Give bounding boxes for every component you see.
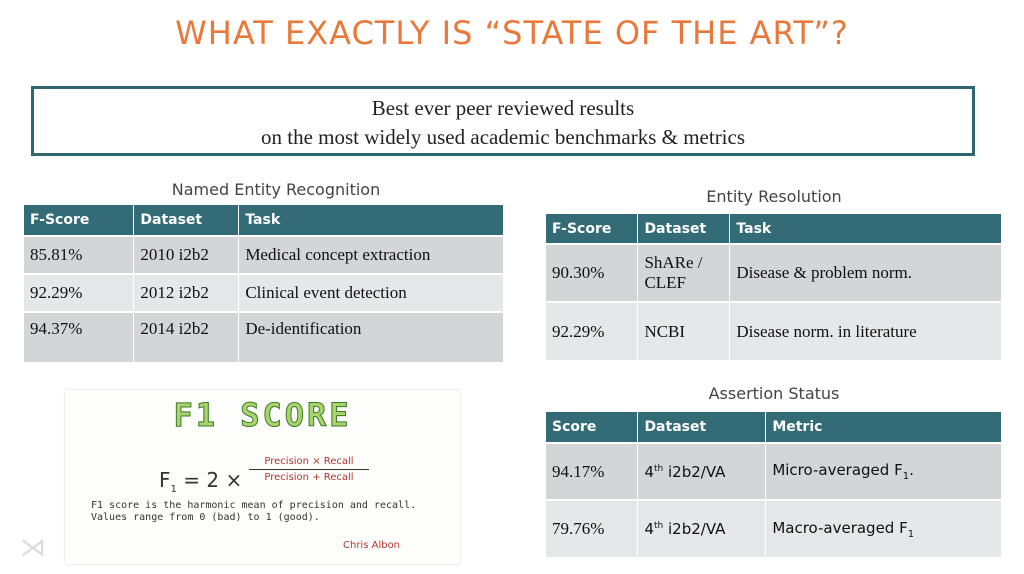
assertion-header-metric: Metric (765, 412, 1002, 443)
ner-cell: Medical concept extraction (238, 235, 504, 274)
table-row: 94.17% 4th i2b2/VA Micro-averaged F1. (546, 442, 1002, 500)
er-header-dataset: Dataset (637, 214, 731, 244)
ordinal-suffix: th (653, 463, 664, 474)
ner-header-dataset: Dataset (133, 205, 240, 236)
metric-tail: . (909, 461, 914, 479)
table-row: 90.30% ShARe / CLEF Disease & problem no… (546, 243, 1002, 302)
ner-cell: Clinical event detection (238, 273, 504, 312)
er-header-row: F-Score Dataset Task (546, 214, 1002, 244)
table-row: 92.29% 2012 i2b2 Clinical event detectio… (24, 273, 504, 312)
assertion-cell: Micro-averaged F1. (765, 442, 1002, 500)
formula-f-subscript: 1 (170, 484, 177, 495)
ner-cell: 92.29% (24, 273, 135, 312)
formula-numerator: Precision × Recall (249, 456, 369, 470)
er-dataset-line-1: ShARe / (644, 253, 703, 272)
table-row: 92.29% NCBI Disease norm. in literature (546, 301, 1002, 360)
ner-cell: 2010 i2b2 (133, 235, 240, 274)
ner-header-fscore: F-Score (24, 205, 135, 236)
assertion-title: Assertion Status (708, 384, 840, 403)
assertion-header-dataset: Dataset (637, 412, 767, 443)
ner-cell: De-identification (238, 311, 504, 362)
metric-subscript: 1 (902, 471, 910, 482)
er-table: F-Score Dataset Task 90.30% ShARe / CLEF… (546, 214, 1002, 360)
ner-cell: 2014 i2b2 (133, 311, 240, 362)
definition-line-1: Best ever peer reviewed results (371, 96, 635, 120)
ordinal-suffix: th (653, 521, 664, 531)
ner-header-row: F-Score Dataset Task (24, 205, 504, 236)
dataset-name: i2b2/VA (668, 520, 726, 538)
definition-box: Best ever peer reviewed results on the m… (31, 86, 975, 156)
table-row: 79.76% 4th i2b2/VA Macro-averaged F1 (546, 499, 1002, 557)
formula-equals: = 2 × (183, 468, 243, 492)
f1-signature: Chris Albon (343, 540, 401, 551)
definition-line-2: on the most widely used academic benchma… (260, 125, 746, 149)
f1-score-card: F1 SCORE F1 = 2 × Precision × Recall Pre… (65, 390, 460, 564)
er-cell: Disease & problem norm. (729, 243, 1002, 302)
assertion-cell: 4th i2b2/VA (637, 499, 767, 557)
assertion-header-row: Score Dataset Metric (546, 412, 1002, 443)
table-row: 94.37% 2014 i2b2 De-identification (24, 311, 504, 362)
er-cell: NCBI (637, 301, 731, 360)
er-cell: ShARe / CLEF (637, 243, 731, 302)
logo-icon: ⋊ (20, 533, 46, 563)
assertion-cell: 94.17% (546, 442, 639, 500)
formula-lhs: F1 = 2 × (159, 468, 242, 495)
er-dataset-line-2: CLEF (644, 273, 686, 292)
formula-f: F (159, 468, 171, 492)
dataset-name: i2b2/VA (668, 462, 726, 481)
ordinal: 4 (644, 520, 654, 538)
assertion-table: Score Dataset Metric 94.17% 4th i2b2/VA … (546, 412, 1002, 557)
er-cell: 92.29% (546, 301, 639, 360)
metric-name: Micro-averaged F (772, 461, 903, 479)
assertion-cell: Macro-averaged F1 (765, 499, 1002, 557)
table-row: 85.81% 2010 i2b2 Medical concept extract… (24, 235, 504, 274)
er-title: Entity Resolution (706, 187, 842, 206)
ordinal: 4 (644, 462, 654, 481)
ner-cell: 2012 i2b2 (133, 273, 240, 312)
assertion-cell: 79.76% (546, 499, 639, 557)
slide-title: WHAT EXACTLY IS “STATE OF THE ART”? (175, 14, 849, 52)
ner-title: Named Entity Recognition (171, 180, 381, 199)
er-cell: 90.30% (546, 243, 639, 302)
assertion-cell: 4th i2b2/VA (637, 442, 767, 500)
metric-name: Macro-averaged F (772, 518, 908, 537)
formula-fraction: Precision × Recall Precision + Recall (249, 456, 369, 483)
ner-cell: 85.81% (24, 235, 135, 274)
ner-header-task: Task (238, 205, 504, 236)
er-cell: Disease norm. in literature (729, 301, 1002, 360)
formula-denominator: Precision + Recall (264, 472, 354, 483)
f1-card-title: F1 SCORE (173, 396, 352, 435)
er-header-task: Task (729, 214, 1002, 244)
assertion-header-score: Score (546, 412, 639, 443)
ner-cell: 94.37% (24, 311, 135, 362)
er-header-fscore: F-Score (546, 214, 639, 244)
ner-table: F-Score Dataset Task 85.81% 2010 i2b2 Me… (24, 205, 504, 362)
metric-subscript: 1 (907, 528, 915, 540)
f1-description: F1 score is the harmonic mean of precisi… (91, 500, 417, 523)
